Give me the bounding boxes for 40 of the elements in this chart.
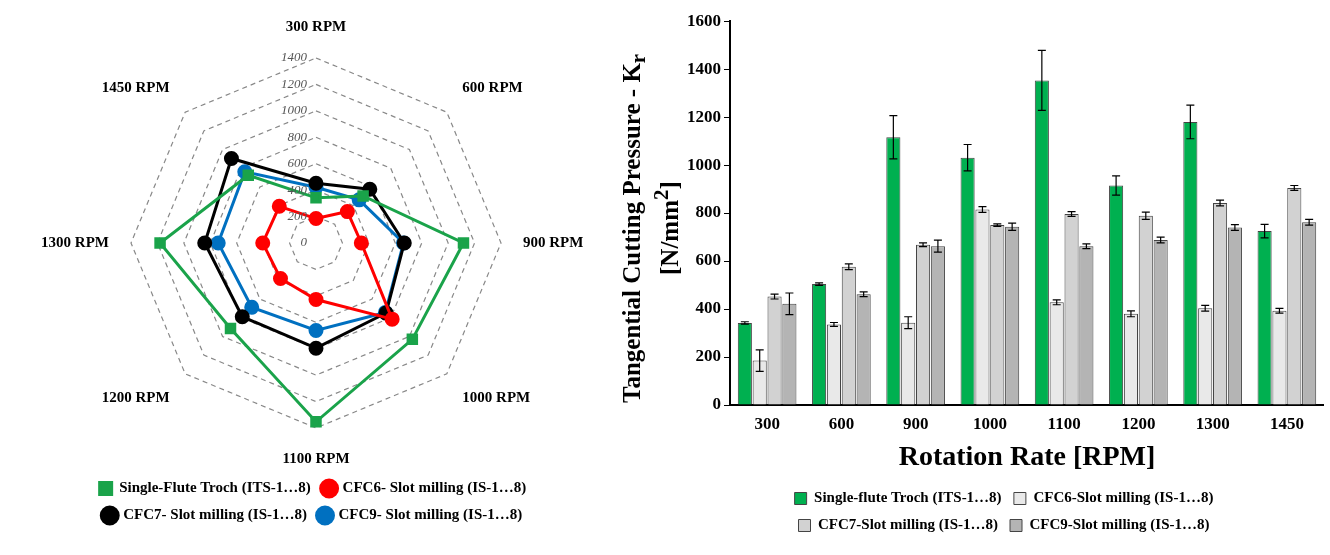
- legend-label: Single-Flute Troch (ITS-1…8): [119, 479, 311, 497]
- y-tick-label: 1000: [281, 102, 308, 118]
- y-tick-label: 600: [695, 250, 721, 270]
- y-tick-label: 1200: [686, 106, 721, 126]
- y-tick-label: 1200: [281, 75, 308, 91]
- y-tick-label: 200: [695, 346, 721, 366]
- y-tick-label: 1400: [281, 49, 308, 65]
- y-tick-label: 400: [695, 298, 721, 318]
- spoke-label: 1200 RPM: [101, 389, 170, 406]
- y-tick-label: 800: [695, 202, 721, 222]
- y-tick-label: 0: [300, 234, 308, 250]
- x-tick-label: 600: [828, 413, 854, 433]
- y-tick-label: 600: [287, 155, 308, 171]
- y-tick-label: 1400: [686, 58, 721, 78]
- legend-label: CFC6- Slot milling (IS-1…8): [342, 479, 527, 497]
- x-tick-label: 1100: [1047, 413, 1081, 433]
- legend-label: CFC7- Slot milling (IS-1…8): [123, 506, 307, 524]
- y-tick-label: 1600: [686, 10, 721, 30]
- legend-label: CFC9- Slot milling (IS-1…8): [338, 506, 523, 524]
- x-tick-label: 1200: [1121, 413, 1156, 433]
- legend-label: CFC6-Slot milling (IS-1…8): [1033, 489, 1214, 507]
- legend-label: CFC7-Slot milling (IS-1…8): [817, 516, 998, 534]
- spoke-label: 1450 RPM: [101, 78, 170, 95]
- legend-label: Single-flute Troch (ITS-1…8): [813, 489, 1002, 507]
- spoke-label: 1100 RPM: [282, 449, 350, 466]
- y-tick-label: 0: [712, 394, 721, 414]
- x-tick-label: 1000: [972, 413, 1007, 433]
- x-tick-label: 1300: [1195, 413, 1230, 433]
- y-tick-label: 800: [287, 128, 308, 144]
- x-tick-label: 1450: [1269, 413, 1304, 433]
- spoke-label: 600 RPM: [462, 78, 523, 95]
- x-tick-label: 300: [754, 413, 780, 433]
- x-tick-label: 900: [902, 413, 929, 433]
- spoke-label: 900 RPM: [523, 233, 584, 250]
- legend-label: CFC9-Slot milling (IS-1…8): [1029, 516, 1210, 534]
- spoke-label: 300 RPM: [285, 17, 347, 34]
- spoke-label: 1000 RPM: [462, 389, 531, 406]
- x-axis-title: Rotation Rate [RPM]: [898, 440, 1156, 472]
- y-tick-label: 1000: [686, 154, 721, 174]
- spoke-label: 1300 RPM: [41, 233, 109, 250]
